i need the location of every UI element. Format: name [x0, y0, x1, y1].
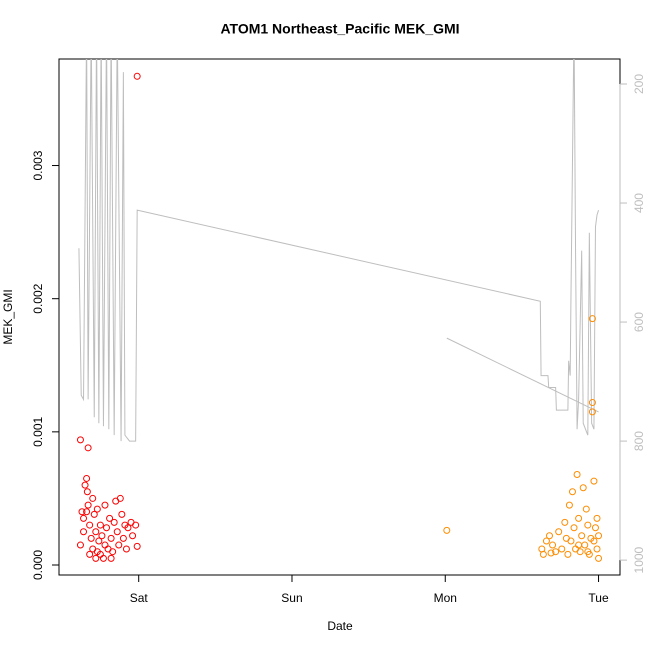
point [545, 532, 553, 540]
x-tick-label: Sun [281, 591, 302, 605]
point [107, 534, 115, 542]
point [582, 505, 590, 513]
point [81, 481, 89, 489]
point [552, 548, 560, 556]
point [96, 521, 104, 529]
x-tick-label: Tue [588, 591, 609, 605]
point [101, 501, 109, 509]
y2-tick-label: 400 [632, 193, 646, 213]
point [86, 521, 94, 529]
point [86, 550, 94, 558]
y-tick-label: 0.001 [31, 417, 45, 447]
point [575, 541, 583, 549]
point [76, 436, 84, 444]
point [588, 399, 596, 407]
point [591, 524, 599, 532]
point [542, 537, 550, 545]
point [593, 545, 601, 553]
point [87, 534, 95, 542]
point [122, 545, 130, 553]
y2-tick-label: 200 [632, 74, 646, 94]
point [103, 524, 111, 532]
x-tick-label: Mon [434, 591, 457, 605]
point [547, 549, 555, 557]
point [555, 528, 563, 536]
point [568, 488, 576, 496]
plot-area [76, 59, 603, 562]
x-tick-label: Sat [130, 591, 149, 605]
point [92, 528, 100, 536]
point [558, 545, 566, 553]
point [90, 510, 98, 518]
point [584, 548, 592, 556]
point [573, 470, 581, 478]
point [116, 494, 124, 502]
point [561, 518, 569, 526]
point [92, 554, 100, 562]
point [84, 501, 92, 509]
point [119, 534, 127, 542]
point [109, 548, 117, 556]
y2-tick-label: 1000 [632, 546, 646, 573]
point [584, 521, 592, 529]
point [83, 488, 91, 496]
point [575, 514, 583, 522]
point [564, 550, 572, 558]
point [588, 408, 596, 416]
point [113, 528, 121, 536]
point [590, 477, 598, 485]
point [95, 537, 103, 545]
point [99, 554, 107, 562]
chart-title: ATOM1 Northeast_Pacific MEK_GMI [220, 21, 459, 37]
point [124, 524, 132, 532]
point [89, 494, 97, 502]
y-tick-label: 0.002 [31, 283, 45, 313]
point [570, 524, 578, 532]
y2-tick-label: 600 [632, 312, 646, 332]
point [80, 514, 88, 522]
point [133, 72, 141, 80]
point [549, 541, 557, 549]
point [593, 514, 601, 522]
y2-tick-label: 800 [632, 431, 646, 451]
point [132, 521, 140, 529]
point [590, 537, 598, 545]
point [588, 315, 596, 323]
point [106, 514, 114, 522]
point [78, 508, 86, 516]
point [93, 505, 101, 513]
point [107, 554, 115, 562]
x-axis-label: Date [327, 619, 353, 633]
point [562, 534, 570, 542]
point [595, 532, 603, 540]
point [576, 548, 584, 556]
point [83, 508, 91, 516]
point [539, 550, 547, 558]
y-axis-label: MEK_GMI [1, 289, 15, 344]
point [595, 554, 603, 562]
point [118, 510, 126, 518]
y-tick-label: 0.003 [31, 150, 45, 180]
point [98, 532, 106, 540]
point [84, 444, 92, 452]
point [443, 526, 451, 534]
point [76, 541, 84, 549]
line [78, 59, 600, 442]
point [110, 518, 118, 526]
point [565, 501, 573, 509]
point [83, 474, 91, 482]
point [578, 532, 586, 540]
point [115, 541, 123, 549]
point [133, 542, 141, 550]
y-tick-label: 0.000 [31, 550, 45, 580]
point [80, 528, 88, 536]
point [129, 532, 137, 540]
point [579, 484, 587, 492]
